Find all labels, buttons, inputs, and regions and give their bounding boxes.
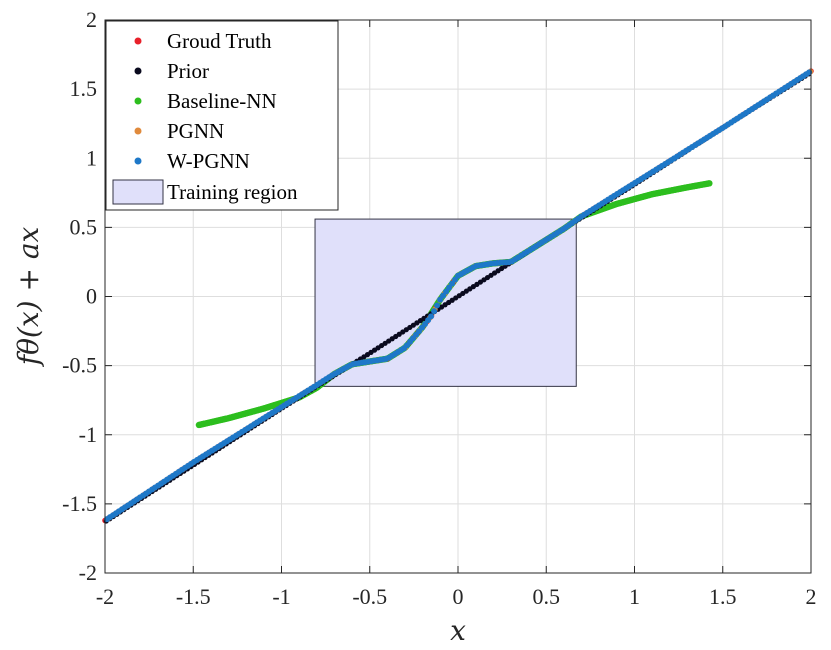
legend-region-swatch	[112, 179, 164, 205]
x-tick-label: -0.5	[352, 584, 387, 609]
legend: Groud Truth Prior Baseline-NN PGNN W-PGNN Tra…	[105, 20, 339, 211]
x-axis-label: x	[450, 614, 466, 647]
legend-marker	[134, 97, 142, 105]
legend-item: PGNN	[134, 119, 224, 143]
legend-label: Prior	[167, 59, 209, 83]
x-tick-label: 0.5	[533, 584, 561, 609]
legend-items: Groud Truth Prior Baseline-NN PGNN W-PGNN Tra…	[112, 29, 298, 205]
legend-marker	[134, 67, 142, 75]
y-tick-label: 1	[86, 145, 97, 170]
legend-label: Training region	[167, 180, 298, 204]
y-tick-label: 0	[86, 284, 97, 309]
data-point	[428, 313, 435, 320]
legend-label: PGNN	[167, 119, 224, 143]
legend-marker	[134, 127, 142, 135]
x-tick-label: -1.5	[176, 584, 211, 609]
series-w-pgnn	[104, 69, 813, 523]
series-layer	[102, 68, 814, 524]
x-tick-label: 1	[629, 584, 640, 609]
x-tick-label: -1	[272, 584, 290, 609]
legend-marker	[134, 157, 142, 165]
y-axis-label: fθ(x) + ax	[12, 226, 45, 367]
y-tick-label: -1.5	[62, 491, 97, 516]
x-tick-label: -2	[96, 584, 114, 609]
data-point	[434, 302, 441, 309]
legend-box	[105, 20, 339, 211]
y-tick-label: 1.5	[70, 76, 98, 101]
ticks: -2 -1.5 -1 -0.5 0 0.5 1 1.5 2 -2 -1.5 -1 -0.5 0 0.5 1 1.…	[62, 7, 816, 609]
x-tick-label: 2	[806, 584, 817, 609]
data-point	[431, 308, 438, 315]
legend-item: Baseline-NN	[134, 89, 277, 113]
y-tick-label: 2	[86, 7, 97, 32]
data-point	[437, 296, 444, 303]
legend-item: W-PGNN	[134, 149, 250, 173]
data-point	[706, 180, 713, 187]
y-tick-label: 0.5	[70, 214, 98, 239]
y-tick-label: -0.5	[62, 353, 97, 378]
legend-label: Groud Truth	[167, 29, 272, 53]
legend-item: Prior	[134, 59, 209, 83]
legend-label: W-PGNN	[167, 149, 250, 173]
legend-label: Baseline-NN	[167, 89, 277, 113]
legend-marker	[134, 37, 142, 45]
legend-item: Groud Truth	[134, 29, 272, 53]
y-tick-label: -1	[79, 422, 97, 447]
legend-item-training-region: Training region	[112, 179, 298, 205]
x-tick-label: 0	[453, 584, 464, 609]
x-tick-label: 1.5	[709, 584, 737, 609]
y-tick-label: -2	[79, 560, 97, 585]
